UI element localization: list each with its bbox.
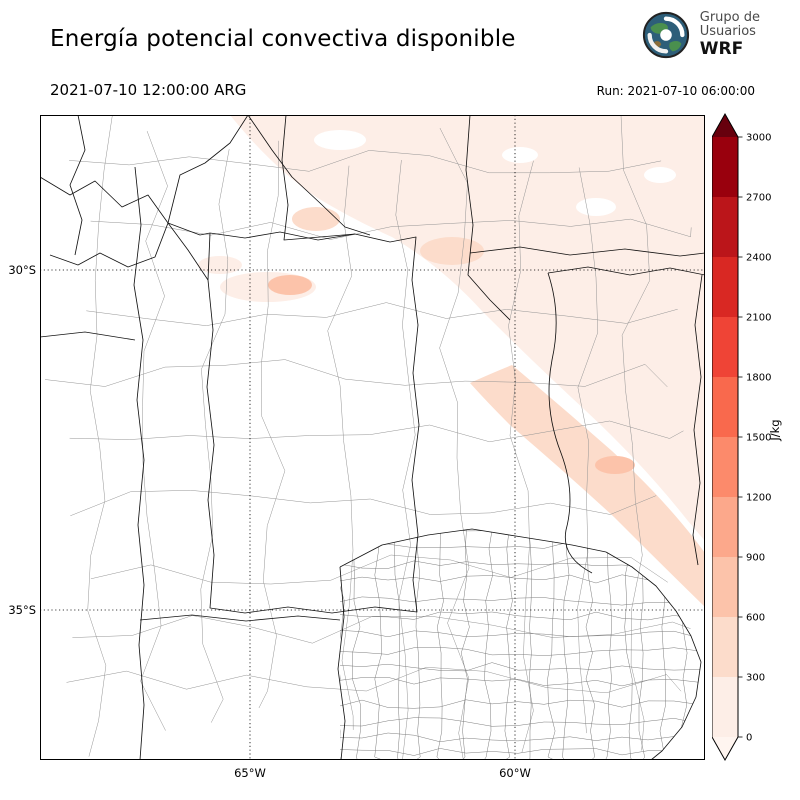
cb-tick-2100: 2100 bbox=[746, 313, 771, 324]
cb-tick-0: 0 bbox=[746, 733, 752, 744]
colorbar-under-arrow bbox=[712, 737, 738, 760]
cape-shading-layer bbox=[198, 115, 705, 607]
lon-label-60w: 60°W bbox=[499, 766, 531, 780]
graticule-layer bbox=[40, 115, 705, 760]
map-area bbox=[40, 115, 705, 760]
colorbar: 3000 2700 2400 2100 1800 1500 1200 900 6… bbox=[712, 113, 771, 762]
cb-tick-1500: 1500 bbox=[746, 433, 771, 444]
cb-tick-1800: 1800 bbox=[746, 373, 771, 384]
lon-label-65w: 65°W bbox=[234, 766, 266, 780]
province-boundaries-layer bbox=[40, 115, 705, 760]
page-title: Energía potencial convectiva disponible bbox=[50, 26, 516, 52]
logo-line-2: Usuarios bbox=[699, 24, 756, 40]
colorbar-tick-marks bbox=[738, 136, 743, 738]
valid-time-label: 2021-07-10 12:00:00 ARG bbox=[50, 81, 247, 99]
colorbar-over-arrow bbox=[712, 114, 738, 137]
wrf-globe-logo-icon bbox=[642, 11, 689, 59]
lat-label-35s: 35°S bbox=[8, 603, 36, 617]
wrf-logo: Grupo de Usuarios WRF bbox=[641, 10, 760, 60]
cb-tick-900: 900 bbox=[746, 553, 765, 564]
map-frame bbox=[40, 115, 705, 760]
cb-tick-2700: 2700 bbox=[746, 193, 771, 204]
logo-line-3: WRF bbox=[699, 39, 744, 60]
wrf-logo-text: Grupo de Usuarios WRF bbox=[699, 10, 760, 60]
buenos-aires-partidos-layer bbox=[340, 529, 701, 760]
colorbar-unit-label: J/kg bbox=[768, 419, 782, 441]
logo-line-1: Grupo de bbox=[699, 10, 760, 26]
cb-tick-2400: 2400 bbox=[746, 253, 771, 264]
lat-label-30s: 30°S bbox=[8, 263, 36, 277]
cb-tick-1200: 1200 bbox=[746, 493, 771, 504]
colorbar-segments bbox=[712, 137, 738, 737]
run-time-label: Run: 2021-07-10 06:00:00 bbox=[596, 84, 755, 98]
cb-tick-3000: 3000 bbox=[746, 133, 771, 144]
map-canvas bbox=[40, 115, 705, 760]
cb-tick-300: 300 bbox=[746, 673, 765, 684]
department-boundaries-layer bbox=[44, 115, 692, 760]
cb-tick-600: 600 bbox=[746, 613, 765, 624]
colorbar-tick-labels: 3000 2700 2400 2100 1800 1500 1200 900 6… bbox=[746, 133, 771, 744]
